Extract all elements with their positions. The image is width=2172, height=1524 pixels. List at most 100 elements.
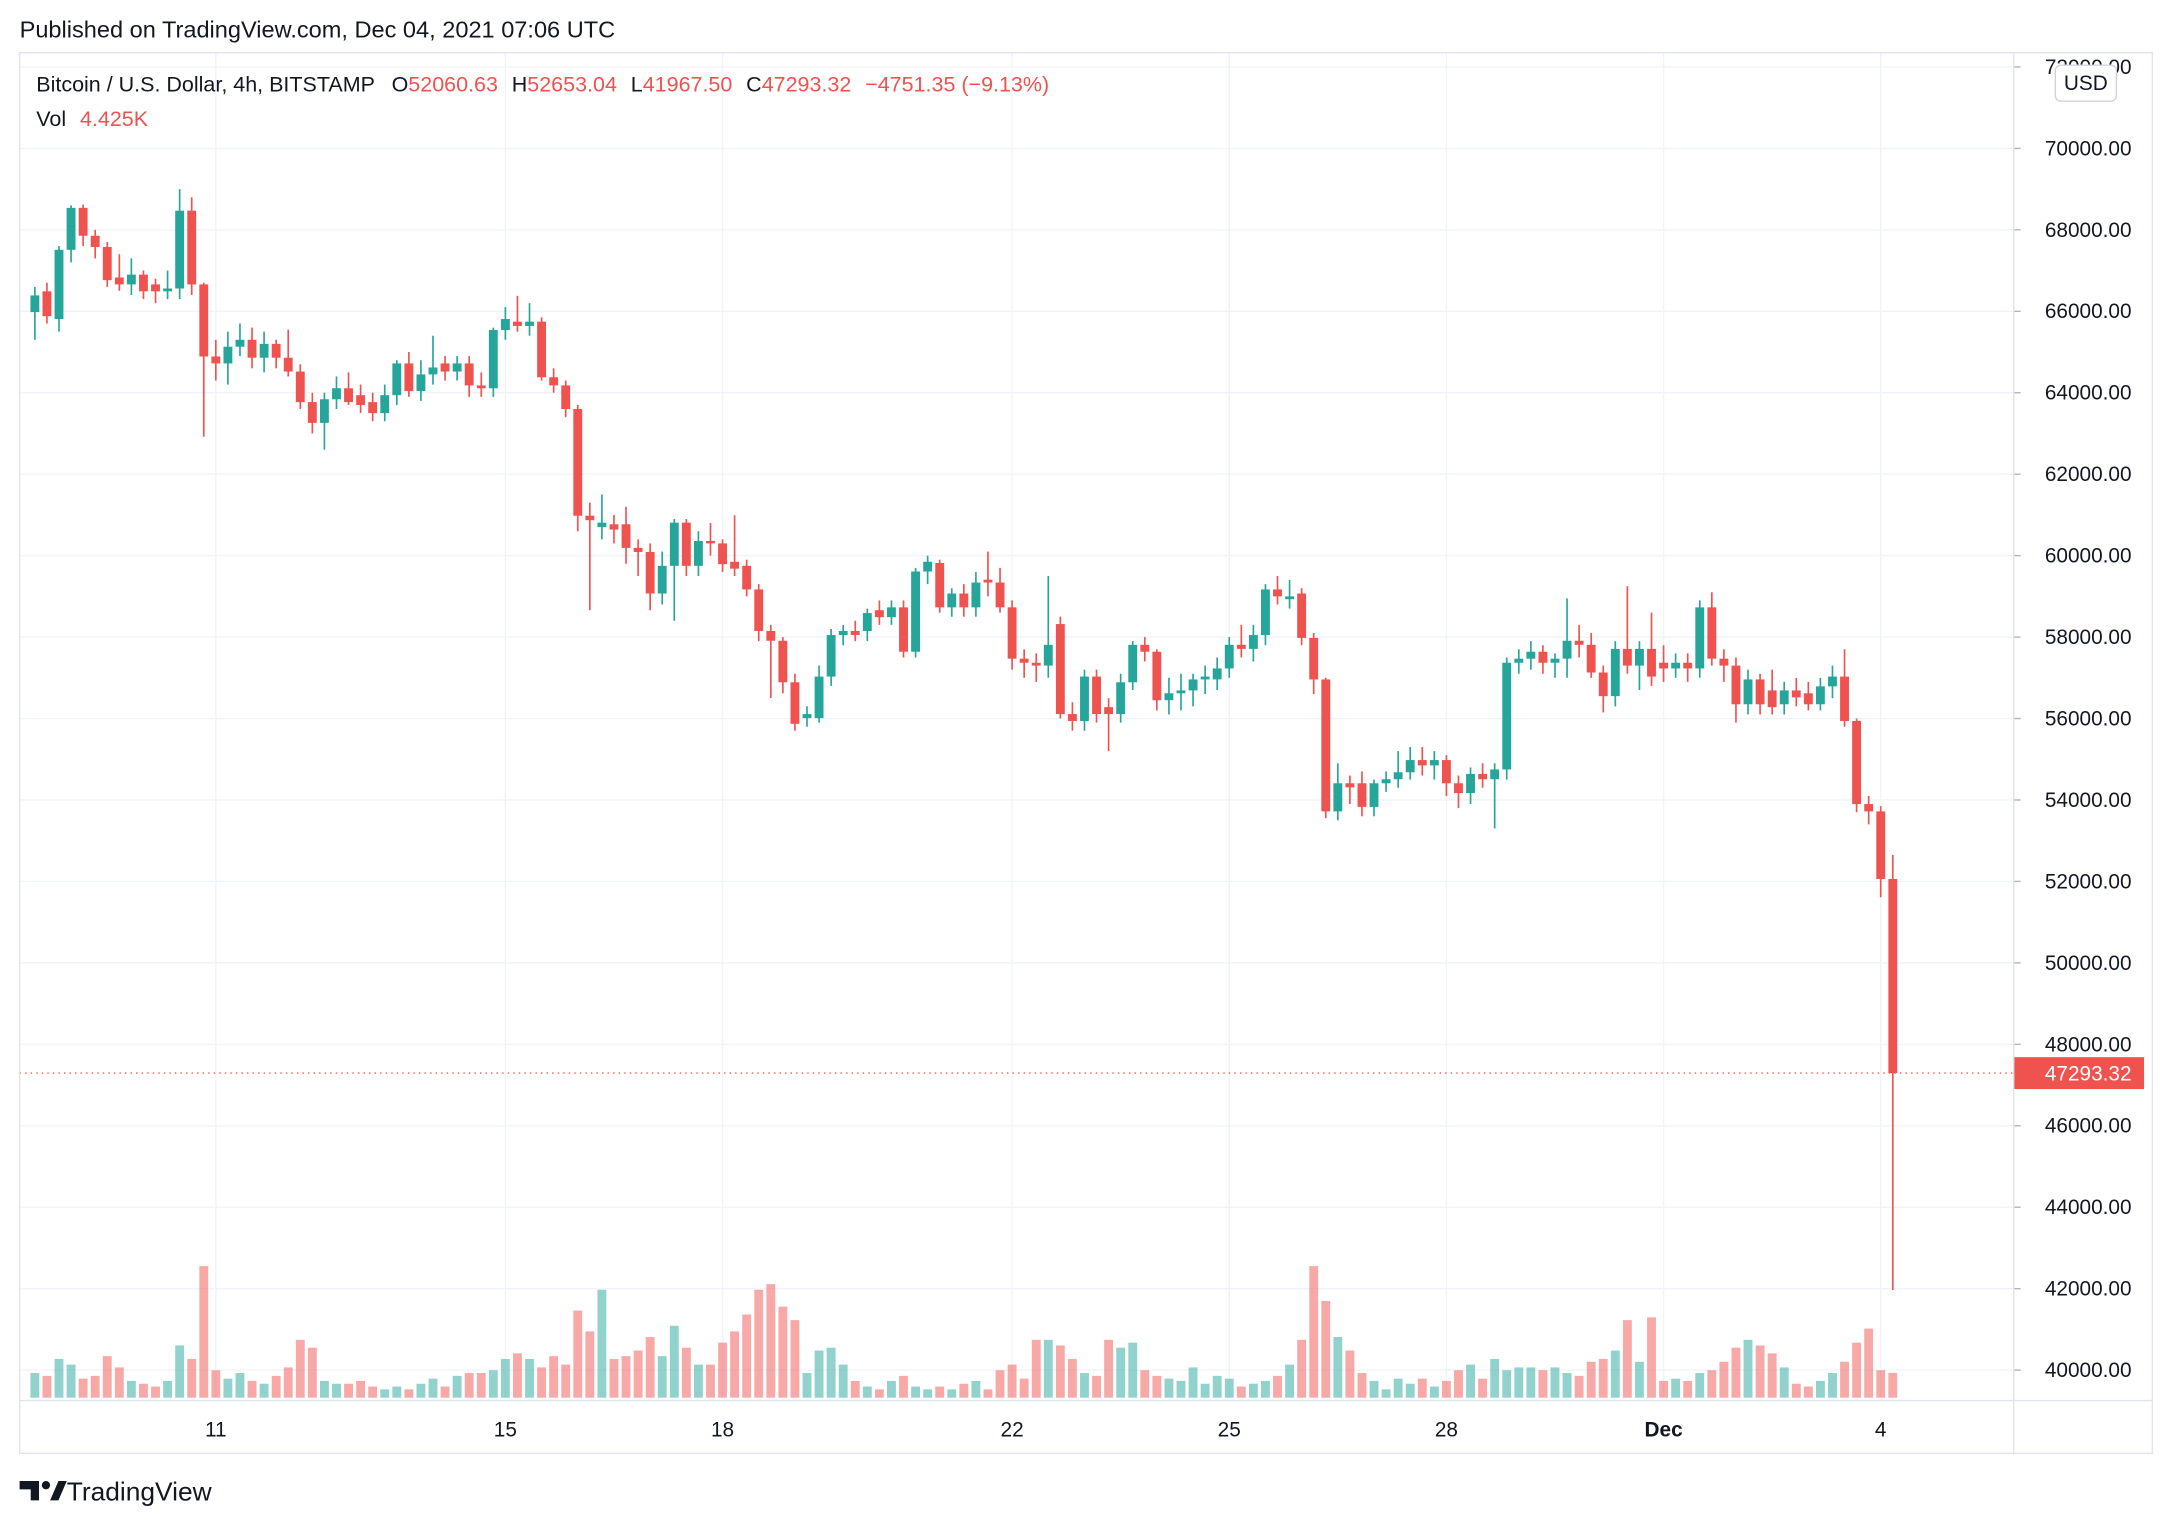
volume-bar (1683, 1380, 1693, 1398)
candle-body (959, 593, 969, 608)
candle-body (368, 402, 378, 414)
volume-bar (983, 1389, 993, 1398)
candle-body (1212, 668, 1222, 680)
volume-bar (1067, 1358, 1077, 1398)
candle-body (669, 522, 679, 566)
candle-body (78, 207, 88, 236)
y-tick-label: 56000.00 (2045, 707, 2132, 730)
volume-bar (380, 1389, 390, 1398)
volume-bar (1128, 1342, 1138, 1398)
volume-bar (1381, 1389, 1391, 1398)
y-tick-label: 46000.00 (2045, 1115, 2132, 1138)
candle-body (513, 321, 522, 326)
candle-body (983, 579, 993, 583)
candle-body (1188, 679, 1198, 691)
candle-body (440, 363, 450, 372)
volume-bar (1791, 1383, 1801, 1398)
volume-bar (887, 1380, 896, 1398)
candle-body (1357, 783, 1367, 807)
candle-body (609, 524, 619, 530)
volume-bar (1478, 1378, 1488, 1398)
candle-body (319, 399, 329, 423)
candle-body (1080, 676, 1089, 721)
candle-body (1586, 644, 1596, 673)
candle-body (295, 371, 305, 403)
legend-key: L (631, 73, 643, 97)
volume-bar (78, 1378, 88, 1398)
candle-body (235, 339, 245, 347)
volume-bar (585, 1331, 595, 1398)
volume-bar (476, 1373, 486, 1398)
plot-area (19, 189, 2014, 1398)
candle-body (1659, 662, 1669, 669)
volume-bar (139, 1383, 148, 1398)
volume-bar (561, 1364, 571, 1398)
volume-bar (1357, 1373, 1367, 1398)
volume-bar (1538, 1370, 1548, 1398)
volume-bar (1828, 1373, 1837, 1398)
volume-bar (995, 1370, 1005, 1398)
candle-body (1176, 690, 1186, 694)
volume-bar (645, 1337, 655, 1398)
legend-value: 41967.50 (643, 73, 733, 97)
volume-bar (1273, 1375, 1282, 1398)
volume-bar (1490, 1358, 1500, 1398)
volume-bar (1743, 1339, 1753, 1398)
volume-bar (1176, 1380, 1186, 1398)
candle-body (1248, 635, 1258, 649)
candle-body (464, 363, 474, 386)
volume-bar (440, 1386, 450, 1398)
legend-key: H (512, 73, 528, 97)
volume-legend: Vol 4.425K (36, 107, 149, 131)
x-tick-label: 18 (711, 1419, 734, 1442)
candle-body (754, 589, 764, 631)
candle-body (175, 210, 185, 289)
candle-body (1852, 720, 1862, 805)
candle-body (404, 363, 414, 392)
candle-body (392, 363, 402, 396)
volume-bar (862, 1386, 872, 1398)
candle-body (1333, 783, 1343, 812)
candle-body (1273, 589, 1282, 597)
volume-bar (1285, 1364, 1295, 1398)
candle-body (1393, 772, 1403, 780)
volume-bar (1671, 1378, 1681, 1398)
candle-body (1791, 690, 1801, 698)
candle-body (597, 522, 607, 528)
volume-bar (1309, 1266, 1319, 1398)
candle-body (1345, 783, 1355, 788)
volume-bar (657, 1356, 667, 1398)
candle-body (1297, 593, 1307, 638)
volume-bar (42, 1375, 52, 1398)
candle-body (344, 388, 353, 403)
candle-body (332, 388, 341, 400)
candle-body (151, 284, 160, 292)
volume-bar (754, 1289, 764, 1398)
volume-bar (1116, 1347, 1126, 1398)
candle-body (850, 630, 860, 636)
candle-body (416, 374, 426, 392)
candle-body (1092, 676, 1101, 715)
volume-bar (1188, 1367, 1198, 1398)
candle-body (947, 593, 957, 608)
volume-bar (1297, 1339, 1307, 1398)
currency-box[interactable] (2054, 64, 2118, 102)
volume-bar (681, 1347, 691, 1398)
candle-body (1441, 760, 1451, 784)
candle-body (778, 640, 788, 683)
legend-value: 52653.04 (527, 73, 617, 97)
volume-bar (247, 1380, 257, 1398)
y-tick-label: 52000.00 (2045, 870, 2132, 893)
volume-bar (1369, 1380, 1379, 1398)
volume-bar (1803, 1386, 1813, 1398)
candle-body (1285, 596, 1295, 600)
price-axis: 40000.00 42000.00 44000.00 46000.00 48000.00… (205, 56, 2145, 1442)
volume-bar (899, 1375, 908, 1398)
candle-body (1562, 640, 1572, 659)
candle-body (838, 630, 848, 636)
volume-bar (1321, 1301, 1331, 1398)
candle-body (911, 571, 921, 652)
volume-bar (1092, 1375, 1101, 1398)
x-tick-label: 15 (494, 1419, 517, 1442)
